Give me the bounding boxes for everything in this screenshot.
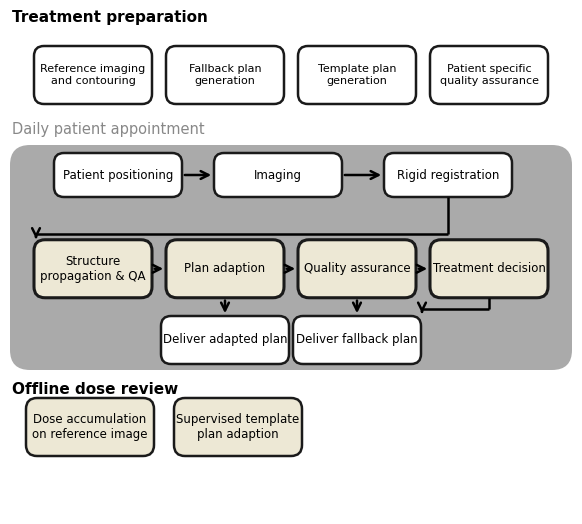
Text: Deliver adapted plan: Deliver adapted plan — [163, 333, 288, 346]
Text: Daily patient appointment: Daily patient appointment — [12, 122, 205, 137]
FancyBboxPatch shape — [298, 46, 416, 104]
FancyBboxPatch shape — [166, 240, 284, 298]
FancyBboxPatch shape — [214, 153, 342, 197]
Text: Structure
propagation & QA: Structure propagation & QA — [40, 255, 146, 283]
FancyBboxPatch shape — [34, 46, 152, 104]
Text: Patient positioning: Patient positioning — [63, 169, 173, 181]
Text: Imaging: Imaging — [254, 169, 302, 181]
FancyBboxPatch shape — [293, 316, 421, 364]
Text: Treatment preparation: Treatment preparation — [12, 10, 208, 25]
Text: Offline dose review: Offline dose review — [12, 382, 178, 397]
FancyBboxPatch shape — [298, 240, 416, 298]
FancyBboxPatch shape — [174, 398, 302, 456]
FancyBboxPatch shape — [161, 316, 289, 364]
Text: Plan adaption: Plan adaption — [184, 262, 265, 275]
FancyBboxPatch shape — [430, 46, 548, 104]
Text: Deliver fallback plan: Deliver fallback plan — [296, 333, 418, 346]
FancyBboxPatch shape — [54, 153, 182, 197]
FancyBboxPatch shape — [430, 240, 548, 298]
Text: Patient specific
quality assurance: Patient specific quality assurance — [439, 64, 538, 86]
FancyBboxPatch shape — [34, 240, 152, 298]
Text: Treatment decision: Treatment decision — [432, 262, 545, 275]
FancyBboxPatch shape — [384, 153, 512, 197]
Text: Rigid registration: Rigid registration — [397, 169, 499, 181]
Text: Template plan
generation: Template plan generation — [318, 64, 396, 86]
FancyBboxPatch shape — [10, 145, 572, 370]
Text: Supervised template
plan adaption: Supervised template plan adaption — [176, 413, 300, 441]
FancyBboxPatch shape — [26, 398, 154, 456]
Text: Fallback plan
generation: Fallback plan generation — [189, 64, 261, 86]
Text: Quality assurance: Quality assurance — [304, 262, 410, 275]
FancyBboxPatch shape — [166, 46, 284, 104]
Text: Reference imaging
and contouring: Reference imaging and contouring — [40, 64, 146, 86]
Text: Dose accumulation
on reference image: Dose accumulation on reference image — [32, 413, 148, 441]
